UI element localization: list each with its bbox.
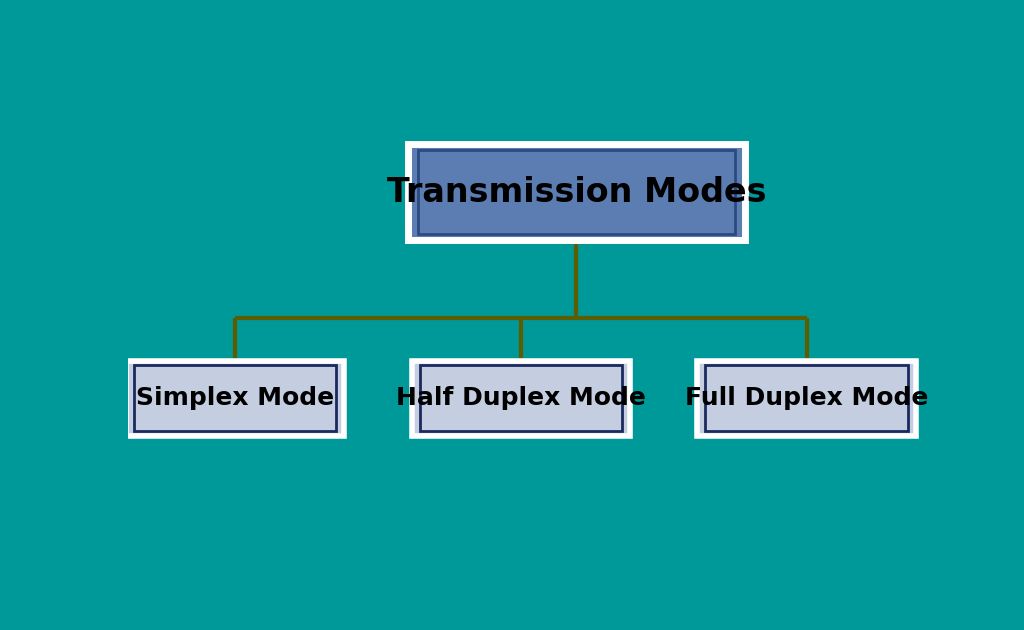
Text: Simplex Mode: Simplex Mode: [136, 386, 334, 410]
FancyBboxPatch shape: [418, 149, 735, 234]
FancyBboxPatch shape: [706, 365, 907, 431]
FancyBboxPatch shape: [412, 360, 630, 436]
FancyBboxPatch shape: [409, 144, 744, 240]
FancyBboxPatch shape: [126, 360, 344, 436]
FancyBboxPatch shape: [134, 365, 336, 431]
Text: Half Duplex Mode: Half Duplex Mode: [396, 386, 646, 410]
Text: Transmission Modes: Transmission Modes: [387, 176, 766, 209]
Text: Full Duplex Mode: Full Duplex Mode: [685, 386, 928, 410]
FancyBboxPatch shape: [420, 365, 622, 431]
FancyBboxPatch shape: [697, 360, 915, 436]
